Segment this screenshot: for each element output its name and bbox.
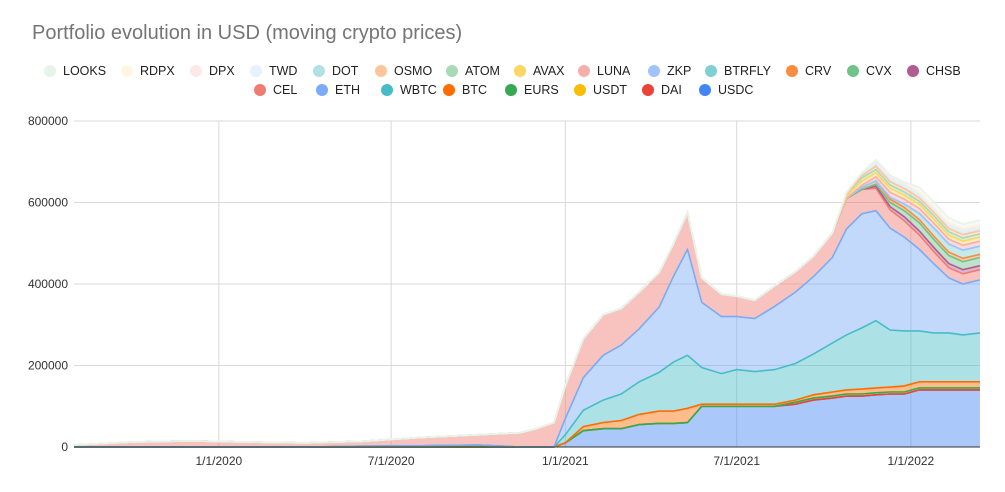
legend-label: LUNA [597, 64, 631, 78]
legend-row-2: CEL ETH WBTC BTC EURS USDT DAI USDC [0, 81, 1005, 99]
legend-swatch [574, 84, 586, 96]
legend-label: USDT [593, 83, 628, 97]
legend-swatch [699, 84, 711, 96]
legend-item-cel: CEL [254, 81, 297, 99]
legend-swatch [705, 65, 717, 77]
legend-label: DPX [209, 64, 235, 78]
legend-item-cvx: CVX [847, 62, 892, 80]
series-line-eth [74, 209, 981, 448]
legend-swatch [381, 84, 393, 96]
legend-label: EURS [524, 83, 559, 97]
legend-swatch [121, 65, 133, 77]
legend-item-avax: AVAX [514, 62, 565, 80]
legend-item-luna: LUNA [578, 62, 630, 80]
x-tick-label: 1/1/2021 [542, 454, 589, 468]
legend-label: DOT [332, 64, 359, 78]
x-tick-label: 7/1/2020 [368, 454, 415, 468]
legend-item-eurs: EURS [505, 81, 559, 99]
legend-label: CVX [866, 64, 892, 78]
legend-swatch [446, 65, 458, 77]
legend-label: USDC [718, 83, 754, 97]
legend-swatch [847, 65, 859, 77]
area-btc [74, 381, 980, 447]
legend-swatch [907, 65, 919, 77]
legend-label: RDPX [140, 64, 175, 78]
legend-swatch [642, 84, 654, 96]
chart-title: Portfolio evolution in USD (moving crypt… [32, 22, 463, 44]
legend-item-looks: LOOKS [44, 62, 106, 80]
legend-swatch [316, 84, 328, 96]
legend-label: ETH [335, 83, 360, 97]
legend-item-rdpx: RDPX [121, 62, 175, 80]
legend-item-crv: CRV [786, 62, 831, 80]
legend-swatch [190, 65, 202, 77]
series-line-looks [73, 158, 981, 446]
legend-swatch [254, 84, 266, 96]
legend-row-1: LOOKS RDPX DPX TWD DOT OSMO ATOM AVAX LUNA ZKP BTR… [0, 62, 1005, 80]
area-wbtc [74, 320, 980, 447]
legend-swatch [786, 65, 798, 77]
legend-item-dpx: DPX [190, 62, 235, 80]
y-tick-label: 800000 [28, 114, 68, 128]
legend-label: BTRFLY [724, 64, 771, 78]
legend-label: ZKP [667, 64, 692, 78]
legend-label: ATOM [465, 64, 500, 78]
legend-item-atom: ATOM [446, 62, 500, 80]
area-eth [74, 210, 980, 447]
legend-swatch [250, 65, 262, 77]
area-usdc [74, 389, 980, 447]
y-tick-label: 200000 [28, 359, 68, 373]
legend-item-osmo: OSMO [375, 62, 432, 80]
y-tick-label: 400000 [28, 277, 68, 291]
legend-item-chsb: CHSB [907, 62, 961, 80]
legend-swatch [505, 84, 517, 96]
legend-swatch [44, 65, 56, 77]
legend-swatch [443, 84, 455, 96]
legend-item-zkp: ZKP [648, 62, 691, 80]
legend-swatch [313, 65, 325, 77]
legend-swatch [578, 65, 590, 77]
legend-item-btrfly: BTRFLY [705, 62, 771, 80]
x-tick-label: 1/1/2020 [195, 454, 242, 468]
legend-label: DAI [661, 83, 682, 97]
legend-label: TWD [269, 64, 298, 78]
legend-item-eth: ETH [316, 81, 360, 99]
x-tick-label: 1/1/2022 [888, 454, 935, 468]
legend-item-twd: TWD [250, 62, 297, 80]
legend-label: BTC [462, 83, 487, 97]
y-tick-label: 0 [61, 440, 68, 454]
y-tick-label: 600000 [28, 196, 68, 210]
legend-label: CEL [273, 83, 298, 97]
legend-item-btc: BTC [443, 81, 487, 99]
legend-item-usdt: USDT [574, 81, 627, 99]
legend-label: CRV [805, 64, 832, 78]
legend-item-wbtc: WBTC [381, 81, 437, 99]
legend-label: CHSB [926, 64, 961, 78]
legend-swatch [375, 65, 387, 77]
legend-label: AVAX [533, 64, 565, 78]
legend-label: WBTC [400, 83, 437, 97]
legend-swatch [648, 65, 660, 77]
x-tick-label: 7/1/2021 [713, 454, 760, 468]
legend-swatch [514, 65, 526, 77]
legend-item-dai: DAI [642, 81, 682, 99]
area-cel [74, 188, 980, 447]
legend-label: OSMO [394, 64, 433, 78]
legend-label: LOOKS [63, 64, 107, 78]
legend-item-usdc: USDC [699, 81, 753, 99]
legend-item-dot: DOT [313, 62, 358, 80]
